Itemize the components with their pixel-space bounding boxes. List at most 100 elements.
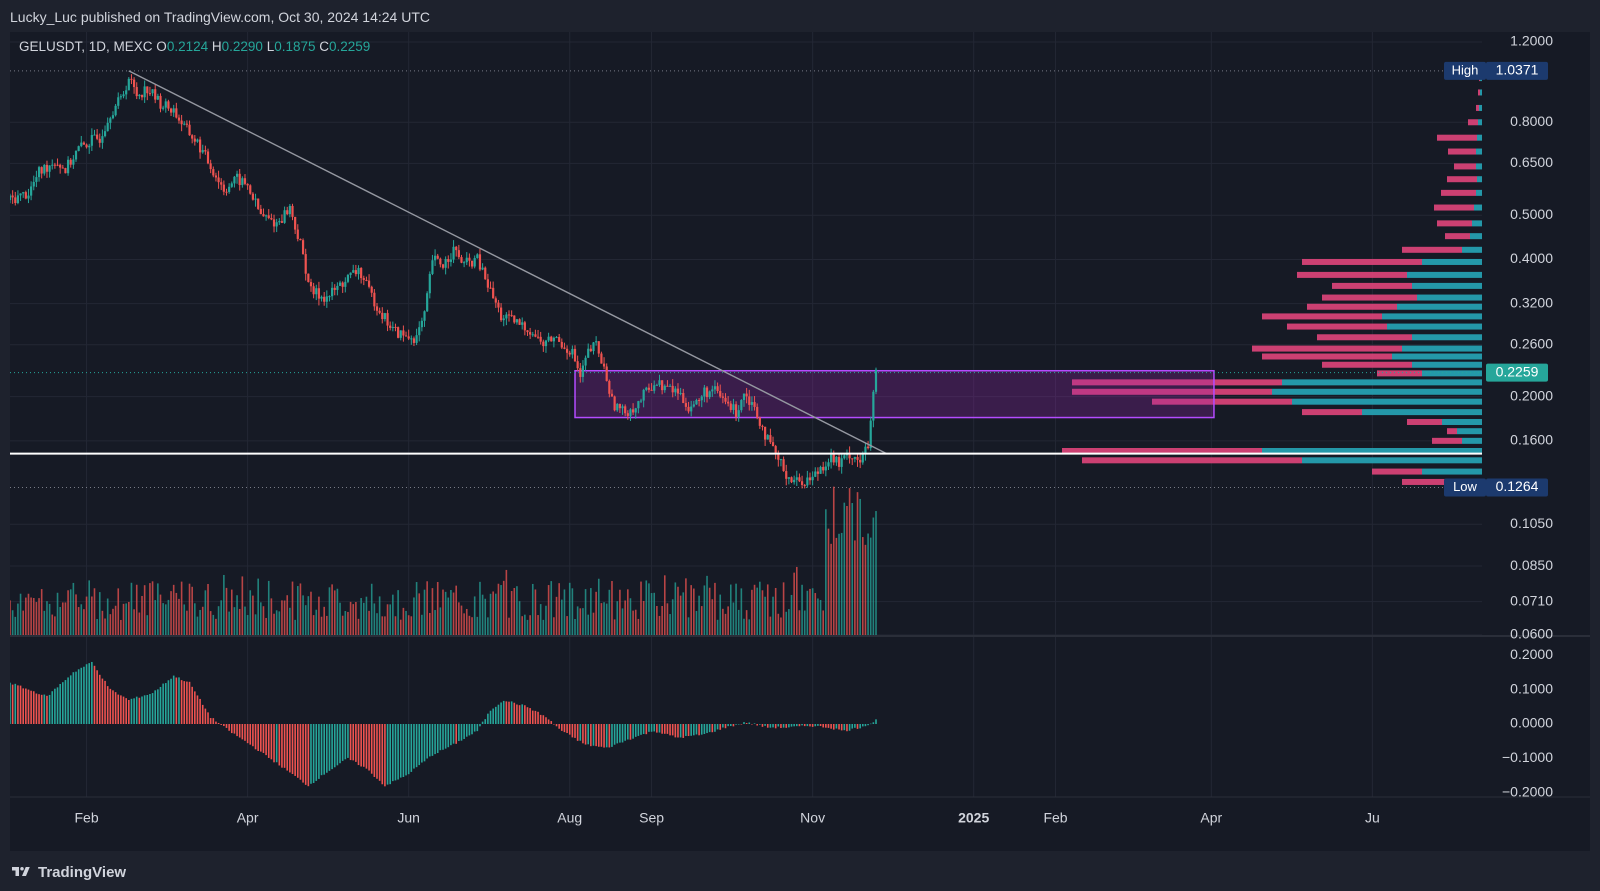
oscillator-bar [814,724,817,727]
candle-body [874,369,878,392]
volume-bar [505,569,508,635]
candle-body [299,238,302,241]
oscillator-bar [666,724,669,734]
oscillator-bar [135,696,138,724]
oscillator-bar [32,691,35,724]
volume-bar [666,603,669,635]
volume-bar [740,588,743,635]
volume-bar [299,583,302,635]
candle-body [866,446,870,449]
volume-bar [17,603,19,635]
oscillator-bar [442,724,444,750]
candle-body [489,287,492,289]
candle-body [785,471,788,479]
oscillator-bar [529,708,531,724]
volume-bar [318,596,320,635]
volume-bar [199,609,201,635]
volume-bar [289,607,291,635]
oscillator-bar [236,724,238,737]
candle-body [336,285,339,290]
volume-bar [492,591,494,635]
volume-bar [273,613,275,635]
oscillator-bar [194,691,196,724]
candle-body [352,270,355,273]
oscillator-bar [656,724,658,733]
volume-bar [352,604,355,635]
oscillator-bar [510,701,513,724]
volume-bar [582,608,584,635]
volume-bar [262,606,265,635]
candle-body [169,108,173,113]
oscillator-bar [481,721,484,724]
oscillator-bar [307,724,310,787]
footer: TradingView [10,862,126,882]
volume-bar [25,597,27,635]
candle-body [602,363,606,367]
candle-body [433,255,437,261]
oscillator-bar [360,724,362,767]
volume-bar [587,614,590,635]
candle-body [513,315,516,323]
oscillator-bar [257,724,259,751]
oscillator-bar [170,678,172,724]
oscillator-bar [186,681,188,724]
candle-body [494,298,497,303]
candle-body [135,87,138,97]
oscillator-bar [677,724,679,738]
oscillator-bar [413,724,415,769]
candle-body [510,315,513,317]
volume-profile-up-bar [1262,447,1482,454]
candle-body [700,396,703,401]
volume-profile-up-bar [1480,89,1482,96]
volume-profile-up-bar [1472,220,1482,227]
candle-body [521,322,524,325]
oscillator-bar [574,724,576,738]
candle-body [122,94,125,97]
oscillator-bar [341,724,344,761]
candle-body [832,452,835,463]
volume-bar [479,581,481,635]
chart-canvas[interactable]: 1.2000 0.8000 0.6500 0.5000 0.4000 0.3200 0.26… [10,32,1590,851]
candle-body [661,380,664,391]
candle-body [872,391,875,421]
candle-body [492,287,495,299]
oscillator-bar [843,724,846,731]
oscillator-bar [455,724,458,744]
volume-bar [35,602,38,635]
candle-body [423,311,426,321]
oscillator-bar [11,684,14,724]
oscillator-bar [249,724,252,745]
volume-bar [777,613,780,635]
oscillator-bar [825,724,827,728]
candle-body [151,89,154,94]
volume-bar [341,615,344,635]
volume-profile-down-bar [1434,204,1474,211]
oscillator-bar [230,724,233,734]
oscillator-tick-label: 0.1000 [1510,680,1553,696]
brand-name: TradingView [38,863,127,881]
oscillator-bar [402,724,405,777]
chart-frame[interactable]: 1.2000 0.8000 0.6500 0.5000 0.4000 0.3200 0.26… [10,32,1590,851]
volume-bar [186,610,188,635]
oscillator-bar [811,724,814,727]
oscillator-bar [774,724,777,729]
volume-bar [43,610,46,635]
candle-body [748,396,751,405]
oscillator-bar [772,724,774,728]
volume-profile-up-bar [1282,379,1482,386]
open-value: 0.2124 [167,39,209,54]
oscillator-bar [320,724,323,776]
volume-bar [846,506,848,635]
volume-bar [669,614,671,635]
volume-profile-down-bar [1152,398,1292,405]
oscillator-bar [225,724,228,728]
volume-profile-up-bar [1479,104,1482,111]
candle-body [536,336,540,338]
oscillator-bar [759,724,761,725]
volume-profile-down-bar [1072,379,1282,386]
candle-body [531,334,534,336]
oscillator-bar [283,724,286,768]
volume-bar [690,585,692,635]
candle-body [674,388,677,393]
volume-profile-up-bar [1476,148,1482,155]
